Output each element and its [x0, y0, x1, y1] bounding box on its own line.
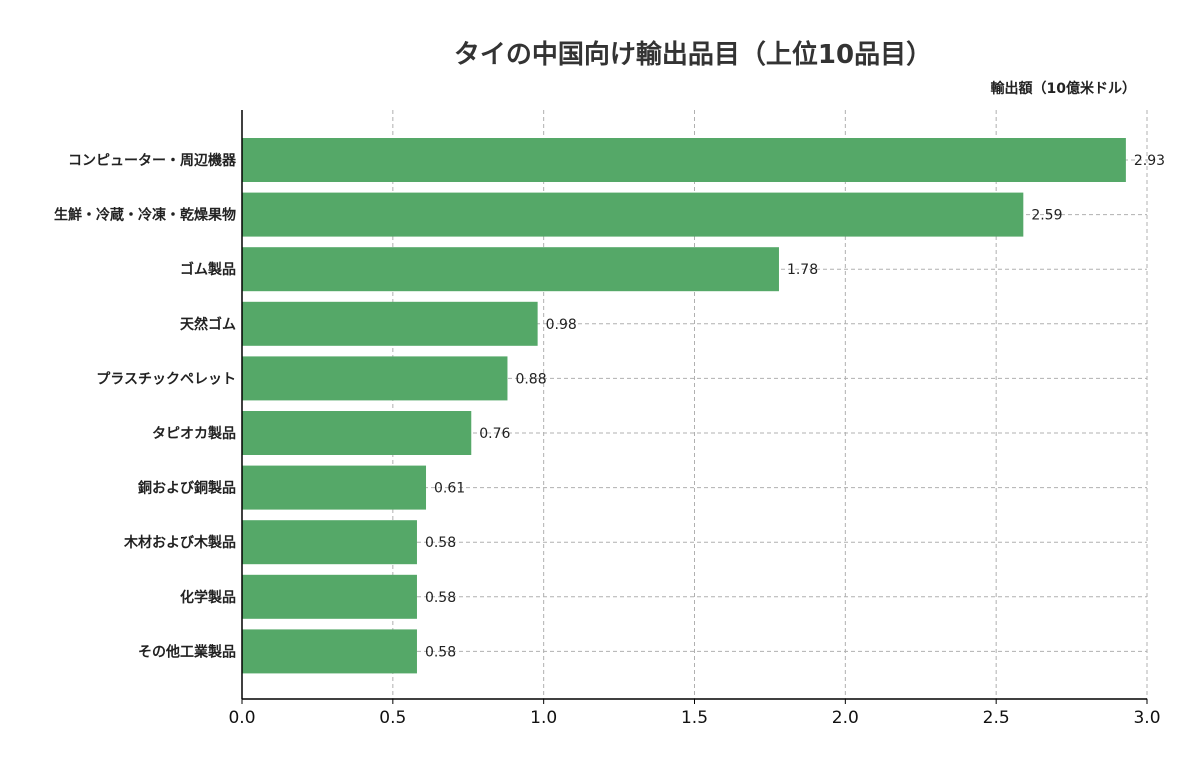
bar — [242, 138, 1126, 182]
x-tick-label: 0.5 — [379, 708, 406, 728]
x-tick-label: 1.5 — [681, 708, 708, 728]
value-label: 0.58 — [425, 644, 456, 660]
x-tick-label: 3.0 — [1133, 708, 1160, 728]
category-label: プラスチックペレット — [96, 371, 236, 387]
value-label: 0.58 — [425, 535, 456, 551]
bar — [242, 192, 1024, 237]
bar — [242, 247, 779, 292]
bar — [242, 465, 427, 510]
category-label: 化学製品 — [180, 589, 236, 606]
value-label: 2.93 — [1134, 153, 1165, 169]
x-tick-label: 1.0 — [530, 708, 557, 728]
value-label: 1.78 — [787, 262, 818, 278]
unit-label: 輸出額（10億米ドル） — [990, 81, 1136, 97]
value-label: 2.59 — [1031, 208, 1062, 224]
value-label: 0.76 — [479, 426, 510, 442]
value-label: 0.98 — [546, 317, 577, 333]
category-label: コンピューター・周辺機器 — [68, 152, 237, 169]
category-label: ゴム製品 — [180, 261, 236, 278]
bar — [242, 301, 538, 346]
bar — [242, 520, 417, 565]
bar — [242, 356, 508, 401]
bar — [242, 574, 417, 619]
category-label: 銅および銅製品 — [138, 480, 236, 497]
value-label: 0.61 — [434, 481, 465, 497]
x-tick-label: 0.0 — [228, 708, 255, 728]
category-label: タピオカ製品 — [152, 425, 236, 442]
x-tick-label: 2.5 — [983, 708, 1010, 728]
value-label: 0.88 — [515, 371, 546, 387]
chart-title: タイの中国向け輸出品目（上位10品目） — [453, 40, 933, 70]
category-label: 木材および木製品 — [123, 534, 236, 551]
value-label: 0.58 — [425, 590, 456, 606]
x-tick-label: 2.0 — [832, 708, 859, 728]
category-label: その他工業製品 — [138, 643, 236, 660]
bar — [242, 629, 417, 674]
category-label: 生鮮・冷蔵・冷凍・乾燥果物 — [54, 207, 236, 224]
category-label: 天然ゴム — [180, 316, 236, 333]
bar — [242, 411, 472, 455]
